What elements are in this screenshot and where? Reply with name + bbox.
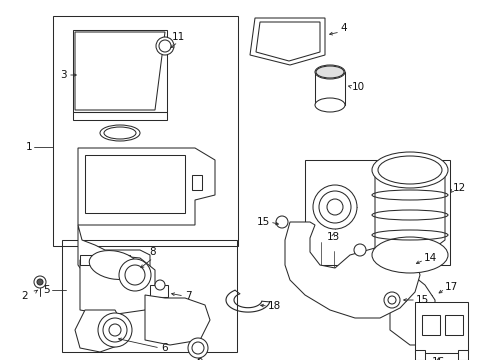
Polygon shape [285,222,419,318]
Text: 17: 17 [444,282,457,292]
Text: 9: 9 [196,358,203,360]
Text: 12: 12 [452,183,465,193]
Bar [53,16,238,246]
Circle shape [37,279,43,285]
Text: 5: 5 [43,285,50,295]
Text: 1: 1 [25,142,32,152]
Circle shape [119,259,151,291]
Bar [85,155,184,213]
Text: 2: 2 [21,291,28,301]
Ellipse shape [314,98,345,112]
Text: 15: 15 [415,295,428,305]
Polygon shape [249,18,325,65]
Polygon shape [75,32,164,110]
Bar [444,315,462,335]
Polygon shape [457,350,467,360]
Text: 6: 6 [161,343,168,353]
Bar [62,240,237,352]
Polygon shape [389,273,434,345]
Ellipse shape [100,125,140,141]
Polygon shape [80,255,130,265]
Text: 18: 18 [267,301,281,311]
Text: 16: 16 [430,357,444,360]
Ellipse shape [89,251,139,279]
Text: 8: 8 [149,247,156,257]
Circle shape [312,185,356,229]
Circle shape [34,276,46,288]
Ellipse shape [315,66,343,78]
Text: 13: 13 [325,232,339,242]
Polygon shape [78,148,215,225]
Polygon shape [80,255,155,315]
Polygon shape [78,225,150,285]
Text: 11: 11 [171,32,184,42]
Polygon shape [75,310,125,352]
Text: 4: 4 [339,23,346,33]
Circle shape [187,338,207,358]
Circle shape [98,313,132,347]
Circle shape [383,292,399,308]
Polygon shape [145,295,209,345]
Bar [421,315,439,335]
Text: 10: 10 [351,82,365,92]
Ellipse shape [371,152,447,188]
Circle shape [275,216,287,228]
Bar [305,160,449,265]
Polygon shape [374,170,444,255]
Polygon shape [73,112,167,120]
Polygon shape [414,350,424,360]
Ellipse shape [371,237,447,273]
Bar [192,175,202,190]
Text: 14: 14 [423,253,436,263]
Polygon shape [414,302,467,353]
Ellipse shape [314,65,345,79]
Text: 15: 15 [256,217,269,227]
Circle shape [353,244,365,256]
Polygon shape [150,285,168,297]
Circle shape [156,37,174,55]
Text: 3: 3 [60,70,67,80]
Text: 7: 7 [184,291,191,301]
Polygon shape [314,72,345,105]
Circle shape [155,280,164,290]
